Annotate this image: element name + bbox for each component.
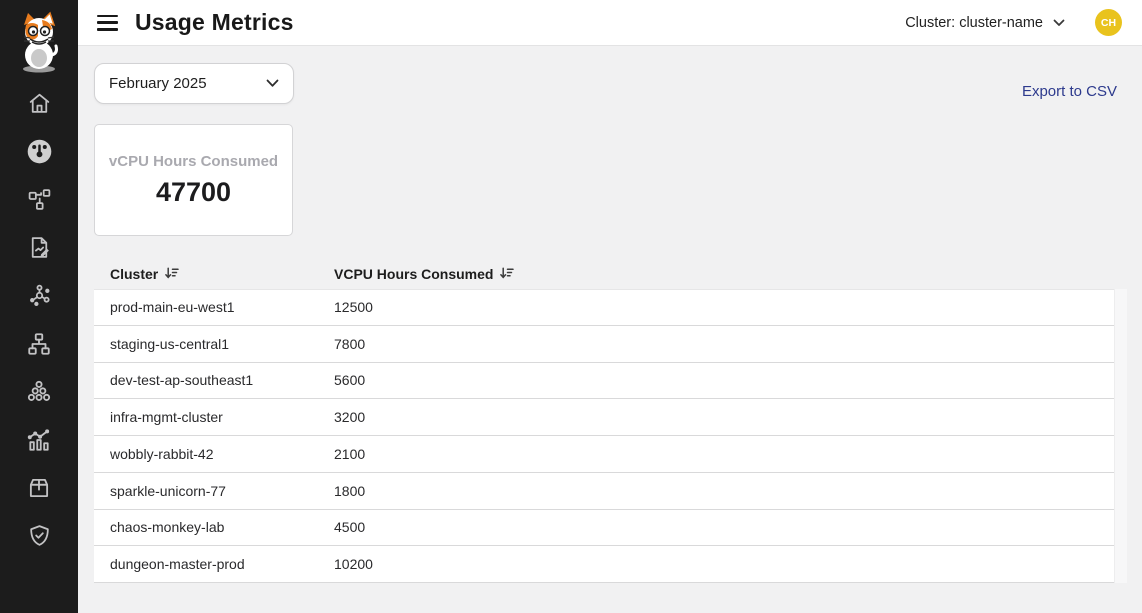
- header: Usage Metrics Cluster: cluster-name CH: [78, 0, 1142, 46]
- table-scrollbar[interactable]: [1114, 289, 1127, 583]
- sidebar-item-clusters[interactable]: [0, 370, 78, 418]
- table-row: dev-test-ap-southeast1 5600: [94, 362, 1114, 400]
- sidebar-item-packages[interactable]: [0, 466, 78, 514]
- chevron-down-icon: [266, 75, 279, 93]
- table-row: infra-mgmt-cluster 3200: [94, 399, 1114, 436]
- column-header-vcpu-label: VCPU Hours Consumed: [334, 265, 494, 282]
- sidebar-item-topology[interactable]: [0, 178, 78, 226]
- package-icon: [26, 475, 52, 506]
- month-selector-value: February 2025: [109, 75, 207, 92]
- cell-cluster-name: chaos-monkey-lab: [110, 519, 225, 536]
- page-title: Usage Metrics: [135, 9, 294, 35]
- topology-icon: [27, 187, 52, 217]
- table-row: dungeon-master-prod 10200: [94, 546, 1114, 583]
- sidebar-nav: [0, 82, 78, 562]
- share-nodes-icon: [27, 283, 52, 313]
- sort-icon: [165, 266, 179, 282]
- avatar[interactable]: CH: [1095, 9, 1122, 36]
- table-row: prod-main-eu-west1 12500: [94, 289, 1114, 326]
- cell-vcpu-hours: 4500: [334, 519, 366, 536]
- cell-cluster-name: dev-test-ap-southeast1: [110, 372, 254, 389]
- cell-vcpu-hours: 10200: [334, 556, 373, 573]
- sidebar-item-security[interactable]: [0, 514, 78, 562]
- sidebar-item-connections[interactable]: [0, 274, 78, 322]
- cluster-selector[interactable]: Cluster: cluster-name: [905, 14, 1065, 32]
- column-header-cluster[interactable]: Cluster: [94, 266, 334, 282]
- month-selector[interactable]: February 2025: [94, 63, 294, 104]
- table-header-row: Cluster VCPU Hours Consumed: [94, 258, 1114, 289]
- gauge-icon: [26, 138, 53, 170]
- cell-vcpu-hours: 12500: [334, 299, 373, 316]
- home-icon: [27, 91, 52, 121]
- hamburger-menu-button[interactable]: [97, 14, 118, 31]
- cell-vcpu-hours: 7800: [334, 335, 366, 352]
- cell-cluster-name: infra-mgmt-cluster: [110, 409, 223, 426]
- sidebar-item-reports[interactable]: [0, 226, 78, 274]
- summary-card-label: vCPU Hours Consumed: [108, 152, 279, 170]
- chevron-down-icon: [1053, 14, 1065, 32]
- sidebar-item-network[interactable]: [0, 322, 78, 370]
- column-header-cluster-label: Cluster: [110, 265, 159, 282]
- sidebar-item-analytics[interactable]: [0, 418, 78, 466]
- document-edit-icon: [27, 235, 52, 265]
- cell-cluster-name: prod-main-eu-west1: [110, 299, 235, 316]
- sidebar-item-usage-metrics[interactable]: [0, 130, 78, 178]
- cell-vcpu-hours: 5600: [334, 372, 366, 389]
- analytics-icon: [26, 427, 52, 458]
- table-body: prod-main-eu-west1 12500 staging-us-cent…: [94, 289, 1114, 583]
- cluster-circles-icon: [26, 379, 52, 410]
- cell-cluster-name: wobbly-rabbit-42: [110, 445, 214, 462]
- table-row: wobbly-rabbit-42 2100: [94, 436, 1114, 473]
- cluster-selector-label: Cluster: cluster-name: [905, 14, 1043, 31]
- export-to-csv-link[interactable]: Export to CSV: [1021, 83, 1117, 100]
- sitemap-icon: [26, 331, 52, 362]
- column-header-vcpu-hours[interactable]: VCPU Hours Consumed: [334, 266, 1114, 282]
- table-row: chaos-monkey-lab 4500: [94, 509, 1114, 547]
- cell-vcpu-hours: 2100: [334, 445, 366, 462]
- sidebar: [0, 0, 78, 613]
- shield-check-icon: [27, 523, 52, 553]
- cell-cluster-name: staging-us-central1: [110, 335, 230, 352]
- cell-cluster-name: dungeon-master-prod: [110, 556, 245, 573]
- sidebar-item-home[interactable]: [0, 82, 78, 130]
- app-logo-cat[interactable]: [16, 10, 62, 74]
- summary-card-value: 47700: [155, 176, 232, 207]
- table-row: sparkle-unicorn-77 1800: [94, 472, 1114, 510]
- summary-card: vCPU Hours Consumed 47700: [94, 124, 293, 236]
- usage-table: Cluster VCPU Hours Consumed prod-main-eu…: [94, 258, 1114, 583]
- cell-cluster-name: sparkle-unicorn-77: [110, 482, 226, 499]
- sort-icon: [500, 266, 515, 282]
- table-row: staging-us-central1 7800: [94, 325, 1114, 363]
- cell-vcpu-hours: 1800: [334, 482, 366, 499]
- header-right: Cluster: cluster-name CH: [905, 9, 1142, 36]
- avatar-initials: CH: [1100, 16, 1117, 29]
- cell-vcpu-hours: 3200: [334, 409, 366, 426]
